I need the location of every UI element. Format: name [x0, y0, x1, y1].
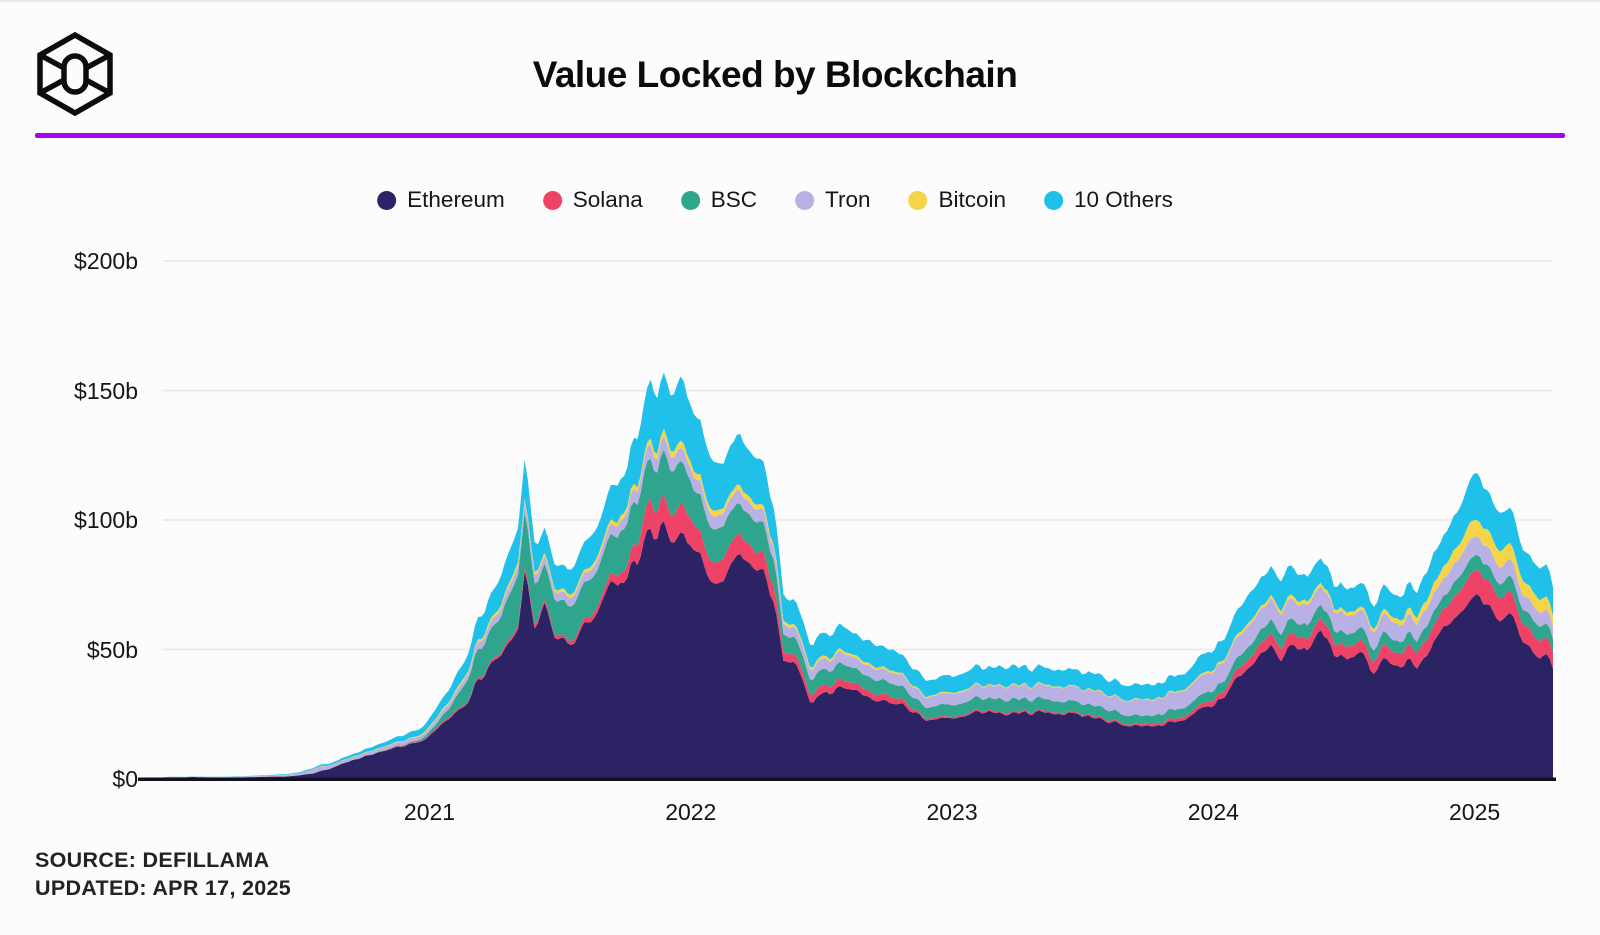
legend-item-solana[interactable]: Solana	[542, 187, 643, 213]
legend-swatch-icon	[542, 190, 562, 210]
x-axis-label: 2021	[403, 799, 456, 825]
area-series-bsc	[163, 449, 1553, 778]
legend-item-bitcoin[interactable]: Bitcoin	[908, 187, 1006, 213]
x-axis-label: 2022	[665, 799, 717, 825]
x-axis-baseline	[138, 777, 1556, 781]
blockworks-logo-icon	[37, 32, 113, 116]
x-axis-label: 2024	[1187, 799, 1239, 825]
legend-label: Tron	[825, 187, 871, 212]
legend-swatch-icon	[1044, 190, 1064, 210]
source-line: SOURCE: DEFILLAMA	[35, 848, 270, 872]
y-axis-label: $0	[112, 766, 138, 792]
y-axis-label: $50b	[86, 636, 138, 663]
y-axis-label: $100b	[74, 507, 138, 533]
area-series-10-others	[163, 372, 1553, 778]
source-note: SOURCE: DEFILLAMA UPDATED: APR 17, 2025	[35, 847, 291, 902]
legend-label: Bitcoin	[938, 187, 1007, 212]
legend-item-tron[interactable]: Tron	[795, 187, 870, 213]
area-series-tron	[163, 435, 1553, 778]
area-series-bitcoin	[163, 428, 1553, 778]
legend-label: BSC	[710, 187, 758, 212]
y-axis-label: $150b	[74, 377, 138, 404]
legend-label: Solana	[572, 187, 643, 212]
legend-item-ethereum[interactable]: Ethereum	[377, 187, 505, 213]
legend-swatch-icon	[795, 190, 815, 210]
area-series-ethereum	[163, 521, 1553, 779]
legend-label: 10 Others	[1074, 187, 1173, 212]
legend-swatch-icon	[680, 190, 700, 210]
x-axis-label: 2023	[926, 799, 978, 825]
chart-legend: Ethereum Solana BSC Tron Bitcoin 10 Others	[377, 187, 1173, 213]
legend-label: Ethereum	[407, 187, 505, 212]
legend-swatch-icon	[377, 190, 397, 210]
updated-line: UPDATED: APR 17, 2025	[35, 875, 292, 900]
y-axis-label: $200b	[74, 248, 138, 274]
legend-item-10-others[interactable]: 10 Others	[1044, 187, 1173, 213]
accent-divider	[35, 133, 1565, 138]
x-axis-label: 2025	[1449, 799, 1501, 825]
legend-swatch-icon	[908, 190, 928, 210]
chart-title: Value Locked by Blockchain	[532, 54, 1018, 95]
legend-item-bsc[interactable]: BSC	[680, 187, 758, 213]
